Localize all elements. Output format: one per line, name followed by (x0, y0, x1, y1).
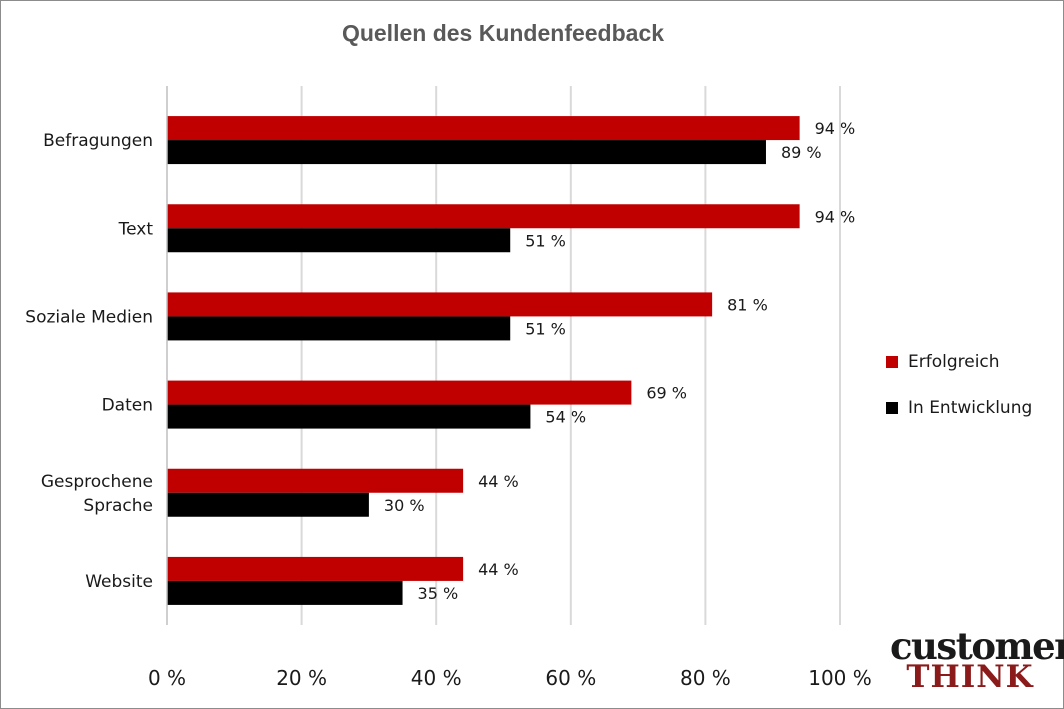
bar-daten-erfolgreich (167, 380, 632, 405)
bar-text-erfolgreich (167, 204, 800, 229)
data-label-soziale-medien-erfolgreich: 81 % (727, 295, 768, 314)
data-label-daten-in-entwicklung: 54 % (545, 408, 586, 427)
category-label-befragungen: Befragungen (43, 131, 153, 151)
legend-swatch-erfolgreich (886, 356, 898, 368)
bar-daten-in-entwicklung (167, 404, 531, 429)
legend-item-erfolgreich: Erfolgreich (886, 346, 1032, 378)
x-tick-label-80: 80 % (680, 666, 731, 690)
legend-label-erfolgreich: Erfolgreich (908, 352, 1000, 372)
data-label-text-in-entwicklung: 51 % (525, 231, 566, 250)
x-tick-label-60: 60 % (545, 666, 596, 690)
bar-website-erfolgreich (167, 556, 464, 581)
logo-text-customer: customer (890, 624, 1064, 668)
logo-text-think: THINK (906, 659, 1034, 695)
data-label-website-erfolgreich: 44 % (478, 560, 519, 579)
x-tick-label-0: 0 % (148, 666, 186, 690)
data-label-website-in-entwicklung: 35 % (418, 584, 459, 603)
data-label-befragungen-in-entwicklung: 89 % (781, 143, 822, 162)
legend-swatch-in-entwicklung (886, 402, 898, 414)
category-label-soziale-medien: Soziale Medien (25, 307, 153, 327)
bar-befragungen-in-entwicklung (167, 140, 766, 165)
chart-title: Quellen des Kundenfeedback (341, 20, 665, 46)
category-label-website: Website (85, 572, 153, 592)
bar-text-in-entwicklung (167, 228, 511, 253)
bar-befragungen-erfolgreich (167, 116, 800, 141)
legend-item-in-entwicklung: In Entwicklung (886, 392, 1032, 424)
bar-soziale-medien-in-entwicklung (167, 316, 511, 341)
category-label-gesprochene-sprache-line-1: Gesprochene (41, 472, 153, 492)
bar-website-in-entwicklung (167, 580, 403, 605)
x-tick-label-40: 40 % (411, 666, 462, 690)
data-label-daten-erfolgreich: 69 % (646, 384, 687, 403)
data-label-befragungen-erfolgreich: 94 % (815, 119, 856, 138)
category-label-gesprochene-sprache-line-2: Sprache (83, 496, 153, 516)
data-label-text-erfolgreich: 94 % (815, 207, 856, 226)
data-label-gesprochene-sprache-erfolgreich: 44 % (478, 472, 519, 491)
bar-gesprochene-sprache-in-entwicklung (167, 492, 369, 517)
data-label-gesprochene-sprache-in-entwicklung: 30 % (384, 496, 425, 515)
data-label-soziale-medien-in-entwicklung: 51 % (525, 319, 566, 338)
legend: Erfolgreich In Entwicklung (886, 346, 1032, 438)
category-label-daten: Daten (102, 396, 153, 416)
customer-think-logo: customer THINK (890, 624, 1064, 695)
bar-gesprochene-sprache-erfolgreich (167, 468, 464, 493)
x-tick-label-100: 100 % (808, 666, 872, 690)
legend-label-in-entwicklung: In Entwicklung (908, 398, 1033, 418)
bar-soziale-medien-erfolgreich (167, 292, 713, 317)
x-tick-label-20: 20 % (276, 666, 327, 690)
category-label-text: Text (118, 219, 154, 239)
